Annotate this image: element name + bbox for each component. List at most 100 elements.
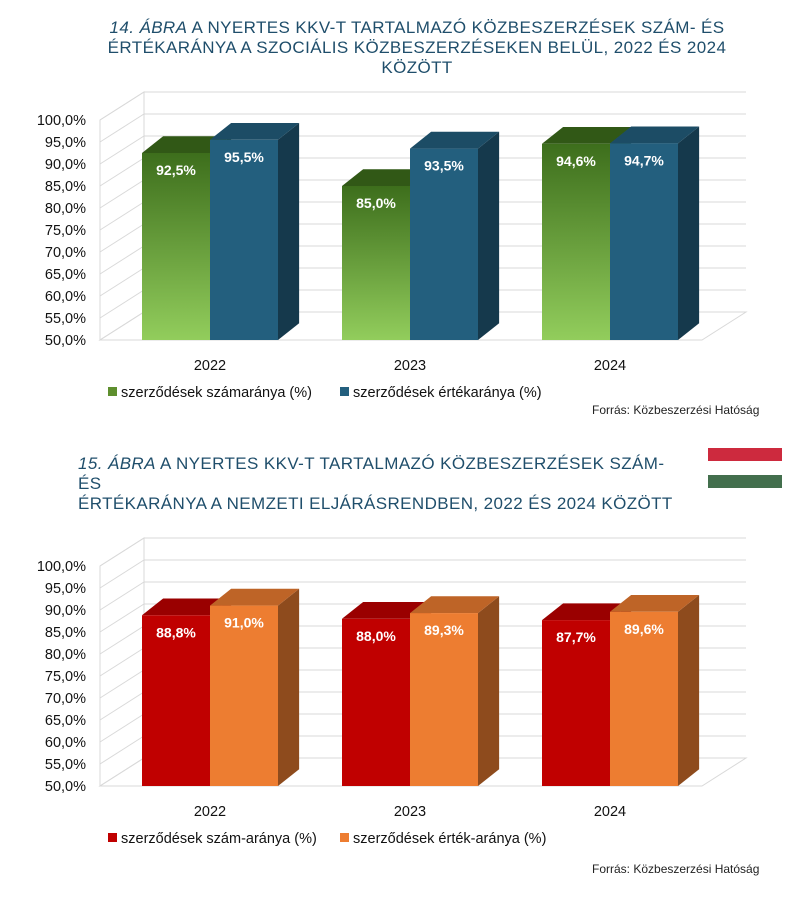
y-tick-label: 100,0% <box>37 559 86 575</box>
bar-2023-series-2 <box>410 131 500 340</box>
figure-14-number: 14. ábra <box>109 18 188 37</box>
bar-top-face <box>542 126 632 144</box>
y-tick-label: 85,0% <box>45 179 86 195</box>
legend-item-2: szerződések érték-aránya (%) <box>340 831 546 847</box>
x-category-label: 2023 <box>394 804 426 820</box>
gridline <box>99 135 746 165</box>
y-tick-label: 95,0% <box>45 581 86 597</box>
gridline <box>99 559 746 589</box>
bar-top-face <box>142 136 232 153</box>
y-tick-label: 70,0% <box>45 245 86 261</box>
bar-2023-series-2 <box>410 596 500 786</box>
figure-15-title-line2: értékaránya a nemzeti eljárásrendben, 20… <box>78 494 673 513</box>
y-tick-label: 60,0% <box>45 289 86 305</box>
bar-top-face <box>210 588 300 606</box>
bar-front-face <box>210 605 278 786</box>
data-label: 91,0% <box>224 615 264 631</box>
bar-top-face <box>342 602 432 619</box>
y-tick-label: 60,0% <box>45 735 86 751</box>
y-tick-label: 50,0% <box>45 779 86 795</box>
bar-side-face <box>278 588 300 786</box>
bar-2024-series-2 <box>610 594 700 786</box>
legend-swatch <box>108 833 117 842</box>
legend-item-1: szerződések szám-aránya (%) <box>108 831 317 847</box>
bar-side-face <box>478 131 500 340</box>
bar-side-face <box>278 123 300 340</box>
legend-swatch <box>108 387 117 396</box>
chart-15: 50,0% 55,0% 60,0% 65,0% 70,0% 75,0% 80,0% 85,0%… <box>37 537 748 847</box>
data-label: 88,8% <box>156 624 196 640</box>
bar-front-face <box>142 615 210 786</box>
x-category-label: 2024 <box>594 358 626 374</box>
bar-front-face <box>342 186 410 340</box>
y-tick-label: 80,0% <box>45 201 86 217</box>
y-tick-label: 75,0% <box>45 223 86 239</box>
y-tick-label: 100,0% <box>37 113 86 129</box>
gridline <box>99 113 746 143</box>
gridline <box>99 603 746 633</box>
data-label: 89,3% <box>424 622 464 638</box>
bar-2022-series-2 <box>210 123 300 340</box>
bar-side-face <box>478 596 500 786</box>
legend-item-1: szerződések számaránya (%) <box>108 385 312 400</box>
figure-14-source: Forrás: Közbeszerzési Hatóság <box>592 403 760 417</box>
data-label: 95,5% <box>224 149 264 165</box>
x-category-label: 2022 <box>194 804 226 820</box>
x-category-label: 2022 <box>194 358 226 374</box>
bar-front-face <box>542 143 610 340</box>
gridline <box>99 537 746 567</box>
bar-top-face <box>610 126 700 144</box>
bar-front-face <box>210 139 278 340</box>
data-label: 92,5% <box>156 162 196 178</box>
bar-front-face <box>610 143 678 340</box>
y-tick-label: 55,0% <box>45 757 86 773</box>
bar-front-face <box>342 618 410 786</box>
gridline <box>99 91 746 121</box>
y-tick-label: 85,0% <box>45 625 86 641</box>
data-label: 93,5% <box>424 158 464 174</box>
bar-top-face <box>142 598 232 616</box>
data-label: 88,0% <box>356 628 396 644</box>
bar-top-face <box>342 169 432 186</box>
hungarian-flag-icon <box>708 448 782 488</box>
gridline <box>99 581 746 611</box>
bar-2022-series-2 <box>210 588 300 786</box>
data-label: 94,6% <box>556 153 596 169</box>
bar-front-face <box>542 620 610 786</box>
figure-14-title-line1: a nyertes KKV-t tartalmazó közbeszerzése… <box>187 18 725 37</box>
legend-swatch <box>340 387 349 396</box>
y-tick-label: 70,0% <box>45 691 86 707</box>
bar-side-face <box>678 594 700 786</box>
bar-top-face <box>542 603 632 621</box>
bar-front-face <box>610 611 678 786</box>
flag-stripe-green <box>708 474 782 488</box>
figure-14-title: 14. ábra a nyertes KKV-t tartalmazó közb… <box>87 18 747 78</box>
bar-front-face <box>142 153 210 340</box>
legend-label: szerződések számaránya (%) <box>121 385 312 400</box>
y-tick-label: 80,0% <box>45 647 86 663</box>
figure-15-number: 15. ábra <box>78 454 156 473</box>
bar-top-face <box>410 131 500 149</box>
legend-item-2: szerződések értékaránya (%) <box>340 385 542 400</box>
data-label: 87,7% <box>556 629 596 645</box>
flag-stripe-red <box>708 448 782 462</box>
y-tick-label: 90,0% <box>45 157 86 173</box>
y-tick-label: 90,0% <box>45 603 86 619</box>
legend-label: szerződések értékaránya (%) <box>353 385 542 400</box>
figure-15-title: 15. ábra a nyertes KKV-t tartalmazó közb… <box>78 454 678 514</box>
figure-15-title-line1: a nyertes KKV-t tartalmazó közbeszerzése… <box>78 454 665 493</box>
bar-top-face <box>210 123 300 140</box>
legend-label: szerződések szám-aránya (%) <box>121 831 317 847</box>
y-tick-label: 50,0% <box>45 333 86 349</box>
y-tick-label: 65,0% <box>45 713 86 729</box>
figure-15-source: Forrás: Közbeszerzési Hatóság <box>592 862 760 876</box>
data-label: 94,7% <box>624 152 664 168</box>
legend-swatch <box>340 833 349 842</box>
data-label: 85,0% <box>356 195 396 211</box>
chart-14: 50,0% 55,0% 60,0% 65,0% 70,0% 75,0% 80,0% 85,0%… <box>37 91 748 400</box>
bar-side-face <box>678 126 700 340</box>
bar-front-face <box>410 148 478 340</box>
bar-2024-series-2 <box>610 126 700 340</box>
y-tick-label: 55,0% <box>45 311 86 327</box>
legend-label: szerződések érték-aránya (%) <box>353 831 546 847</box>
